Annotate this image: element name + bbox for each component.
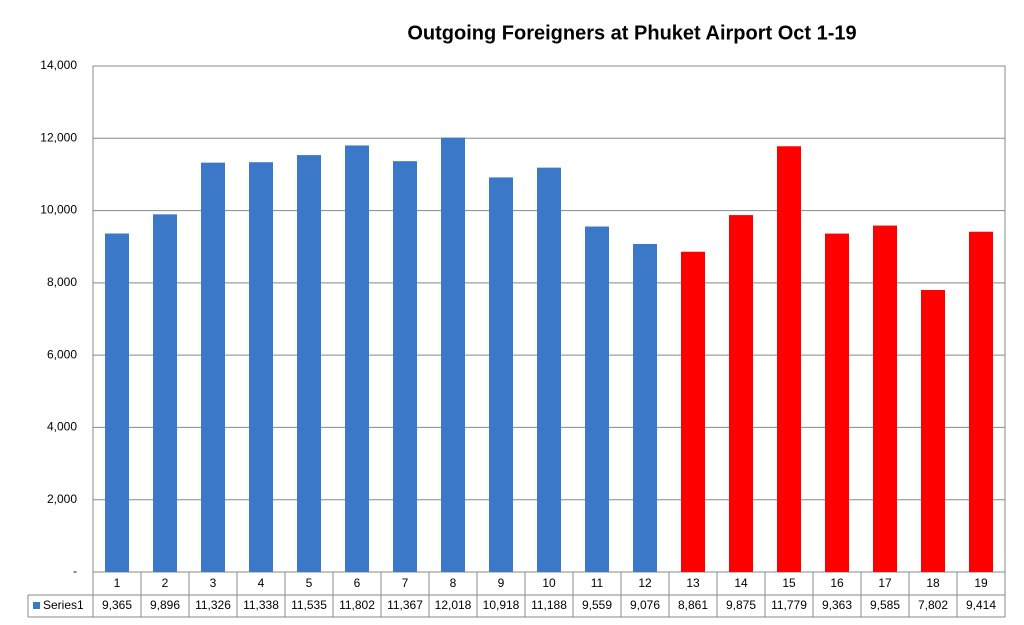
x-tick-label: 19 — [974, 576, 988, 590]
bar — [153, 214, 177, 572]
bar — [345, 145, 369, 572]
y-tick-label: 6,000 — [47, 347, 77, 361]
x-tick-label: 12 — [638, 576, 652, 590]
x-tick-label: 9 — [498, 576, 505, 590]
value-label: 11,535 — [291, 598, 327, 612]
x-tick-label: 10 — [542, 576, 556, 590]
y-tick-label: 10,000 — [40, 203, 77, 217]
value-label: 8,861 — [678, 598, 708, 612]
x-tick-label: 14 — [734, 576, 748, 590]
x-tick-label: 7 — [402, 576, 409, 590]
chart-title: Outgoing Foreigners at Phuket Airport Oc… — [407, 22, 856, 44]
bar — [585, 226, 609, 572]
bar — [921, 290, 945, 572]
bar — [633, 243, 657, 573]
x-tick-label: 15 — [782, 576, 796, 590]
x-tick-label: 3 — [210, 576, 217, 590]
legend-swatch — [33, 602, 40, 609]
value-label: 9,896 — [150, 598, 180, 612]
value-label: 11,338 — [243, 598, 279, 612]
x-tick-label: 17 — [878, 576, 892, 590]
x-tick-label: 13 — [686, 576, 700, 590]
bar — [729, 215, 753, 572]
value-label: 11,367 — [387, 598, 423, 612]
value-label: 9,559 — [582, 598, 612, 612]
x-tick-label: 18 — [926, 576, 940, 590]
bar — [489, 177, 513, 573]
x-tick-label: 8 — [450, 576, 457, 590]
value-label: 9,585 — [870, 598, 900, 612]
value-label: 9,414 — [966, 598, 996, 612]
x-tick-label: 6 — [354, 576, 361, 590]
y-tick-label: 12,000 — [40, 130, 77, 144]
value-label: 9,076 — [630, 598, 660, 612]
value-label: 11,802 — [339, 598, 375, 612]
bar — [297, 155, 321, 572]
bar — [537, 167, 561, 572]
bar — [777, 146, 801, 572]
value-label: 9,363 — [822, 598, 852, 612]
bar — [441, 137, 465, 573]
value-label: 11,326 — [195, 598, 231, 612]
bar — [681, 251, 705, 572]
legend-label: Series1 — [43, 598, 84, 612]
y-tick-label: 2,000 — [47, 492, 77, 506]
y-tick-label: - — [73, 564, 77, 578]
x-tick-label: 16 — [830, 576, 844, 590]
value-label: 9,875 — [726, 598, 756, 612]
bar — [249, 162, 273, 572]
bar — [105, 233, 129, 572]
x-tick-label: 2 — [162, 576, 169, 590]
y-tick-label: 8,000 — [47, 275, 77, 289]
bar — [969, 231, 993, 572]
x-tick-label: 11 — [591, 576, 604, 590]
x-tick-label: 5 — [306, 576, 313, 590]
y-tick-label: 14,000 — [40, 58, 77, 72]
bar — [873, 225, 897, 572]
y-tick-label: 4,000 — [47, 420, 77, 434]
bar — [393, 161, 417, 573]
bar — [201, 162, 225, 572]
value-label: 10,918 — [483, 598, 520, 612]
value-label: 7,802 — [918, 598, 948, 612]
value-label: 11,188 — [531, 598, 567, 612]
value-label: 9,365 — [102, 598, 132, 612]
bar — [825, 233, 849, 572]
value-label: 11,779 — [771, 598, 807, 612]
x-tick-label: 4 — [258, 576, 265, 590]
x-tick-label: 1 — [114, 576, 121, 590]
value-label: 12,018 — [435, 598, 472, 612]
